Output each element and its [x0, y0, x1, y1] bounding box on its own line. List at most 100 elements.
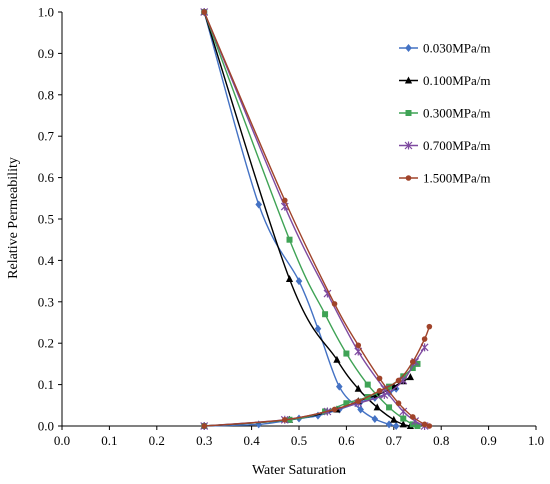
series-kro-point	[281, 197, 288, 204]
series-1	[200, 8, 400, 430]
series-kro-point	[409, 421, 416, 428]
series-kro-point	[373, 403, 381, 411]
series-kro-line	[203, 11, 425, 427]
series-kro-point	[343, 350, 350, 357]
series-kro-point	[333, 355, 341, 363]
series-krw-point	[355, 398, 362, 404]
series-krw-point	[395, 377, 402, 384]
legend-marker	[405, 110, 412, 116]
series-kro-point	[314, 324, 322, 333]
y-tick-label: 0.4	[38, 253, 55, 268]
series-kro-point	[285, 275, 294, 283]
series-kro-line	[203, 11, 430, 427]
x-tick-label: 0.7	[386, 433, 403, 448]
y-tick-label: 0.8	[38, 87, 54, 102]
series-krw-point	[409, 359, 416, 365]
series-krw-point	[376, 388, 383, 394]
series-krw-point	[380, 390, 389, 399]
series-kro-line	[203, 11, 418, 427]
series-krw-point	[426, 323, 433, 330]
legend-marker	[404, 76, 413, 84]
series-kro-point	[421, 421, 428, 428]
x-axis-title: Water Saturation	[252, 463, 346, 478]
series-5	[201, 9, 433, 429]
x-tick-label: 0.3	[196, 433, 212, 448]
y-tick-label: 0.0	[38, 419, 54, 434]
legend-marker	[405, 175, 412, 181]
series-kro-point	[376, 375, 383, 382]
series-layer	[200, 8, 433, 430]
series-kro-point	[409, 414, 416, 420]
series-krw-line	[204, 376, 411, 427]
series-kro-point	[392, 422, 400, 430]
x-tick-label: 0.6	[338, 433, 355, 448]
series-krw-point	[421, 336, 428, 342]
series-krw-point	[406, 373, 414, 381]
x-tick-label: 0.4	[243, 433, 260, 448]
series-kro-point	[371, 414, 379, 423]
series-kro-point	[295, 277, 303, 286]
y-tick-label: 0.2	[38, 336, 54, 351]
y-tick-label: 0.6	[38, 170, 55, 185]
series-kro-point	[255, 200, 263, 209]
series-kro-point	[390, 415, 398, 423]
legend-item: 0.030MPa/m	[399, 41, 491, 56]
legend-label: 1.500MPa/m	[423, 171, 491, 186]
legend-label: 0.100MPa/m	[423, 73, 491, 88]
legend-item: 1.500MPa/m	[399, 171, 491, 186]
x-tick-label: 0.0	[54, 433, 70, 448]
y-tick-label: 0.5	[38, 212, 54, 227]
y-axis-ticks: 0.0 0.1 0.2 0.3 0.4 0.5 0.6 0.7 0.8 0.9 1.0	[38, 5, 62, 434]
legend-label: 0.700MPa/m	[423, 138, 491, 153]
series-kro-point	[399, 420, 407, 428]
legend: 0.030MPa/m 0.100MPa/m 0.300MPa/m 0.700MPa/m…	[399, 41, 491, 186]
series-kro-point	[364, 381, 371, 388]
series-kro-point	[286, 236, 293, 243]
series-kro-point	[357, 405, 364, 414]
legend-label: 0.300MPa/m	[423, 106, 491, 121]
x-tick-label: 0.5	[291, 433, 307, 448]
series-krw-point	[343, 400, 350, 407]
y-tick-label: 0.7	[38, 129, 55, 144]
series-kro-point	[400, 415, 407, 422]
legend-label: 0.030MPa/m	[423, 41, 491, 56]
series-4	[200, 8, 429, 430]
series-kro-point	[355, 342, 362, 349]
series-kro-point	[426, 423, 433, 429]
series-kro-point	[386, 404, 393, 411]
x-axis-ticks: 0.0 0.1 0.2 0.3 0.4 0.5 0.6 0.7 0.8 0.9 1.0	[54, 426, 544, 448]
series-kro-point	[354, 384, 362, 392]
series-2	[200, 8, 414, 429]
x-tick-label: 1.0	[528, 433, 544, 448]
y-tick-label: 0.1	[38, 377, 54, 392]
x-tick-label: 0.1	[101, 433, 117, 448]
x-tick-label: 0.2	[149, 433, 165, 448]
x-tick-label: 0.8	[433, 433, 449, 448]
series-kro-point	[322, 311, 329, 318]
series-krw-point	[281, 416, 288, 423]
x-tick-label: 0.9	[480, 433, 496, 448]
y-tick-label: 1.0	[38, 5, 54, 20]
y-tick-label: 0.3	[38, 294, 54, 309]
series-kro-point	[395, 400, 402, 407]
legend-marker	[405, 44, 412, 52]
series-krw-point	[331, 406, 338, 413]
y-tick-label: 0.9	[38, 46, 54, 61]
series-krw-point	[409, 365, 416, 372]
series-kro-line	[203, 11, 411, 427]
legend-item: 0.300MPa/m	[399, 106, 491, 121]
series-kro-point	[331, 301, 338, 307]
series-kro-line	[203, 11, 397, 427]
legend-marker	[404, 141, 413, 150]
y-axis-title: Relative Permeability	[6, 157, 21, 279]
series-krw-line	[204, 326, 431, 427]
series-3	[201, 9, 421, 429]
legend-item: 0.700MPa/m	[399, 138, 491, 153]
series-krw-point	[373, 390, 381, 398]
series-kro-point	[335, 382, 343, 391]
series-kro-point	[414, 423, 421, 429]
legend-item: 0.100MPa/m	[399, 73, 491, 88]
series-krw-point	[201, 423, 207, 429]
series-kro-point	[201, 9, 207, 15]
